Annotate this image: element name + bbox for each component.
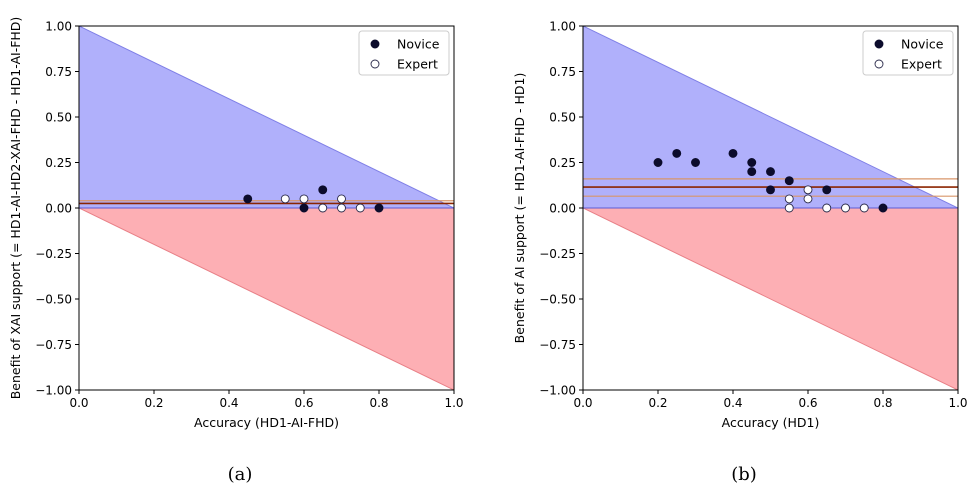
panel-a: 0.0 0.2 0.4 0.6 0.8 1.0 1.00 0.75 0.50 0.25 0.00 −0… [8,17,464,485]
y-tick-label: −1.00 [35,384,72,398]
x-tick-label: 1.0 [948,396,967,410]
novice-point [766,167,775,177]
expert-legend-marker [874,59,884,69]
expert-point [803,185,813,195]
legend-box [862,30,954,76]
novice-legend-marker [370,39,380,49]
expert-point [318,203,328,213]
y-tick-label: 0.00 [45,202,72,216]
y-tick-label: 0.00 [549,202,576,216]
x-tick-label: 0.2 [648,396,667,410]
x-tick-label: 0.4 [723,396,742,410]
expert-point [822,203,832,213]
legend-box [358,30,450,76]
y-tick-label: −0.50 [539,293,576,307]
harm-region [583,207,958,390]
panel-b: 0.0 0.2 0.4 0.6 0.8 1.0 1.00 0.75 0.50 0.25 0.00 −0… [512,20,968,486]
novice-point [691,158,700,167]
novice-point [299,203,309,213]
expert-point [355,203,365,213]
expert-point [337,203,346,213]
expert-point [337,194,346,204]
legend-label: Novice [901,37,944,52]
novice-point [822,185,832,195]
novice-point [784,176,794,186]
x-tick-label: 1.0 [444,396,463,410]
expert-legend-marker [370,59,380,69]
y-tick-label: 0.75 [549,65,576,79]
x-tick-label: 0.2 [144,396,163,410]
y-axis-label: Benefit of XAI support (= HD1-AI-HD2-XAI… [8,17,23,400]
y-tick-label: −0.50 [35,293,72,307]
panel-caption: (a) [228,464,253,485]
x-tick-label: 0.0 [573,396,592,410]
y-tick-label: 0.25 [549,156,576,170]
y-tick-label: 0.50 [45,111,72,125]
y-tick-label: −1.00 [539,384,576,398]
expert-point [280,194,290,204]
novice-point [878,203,888,213]
y-tick-label: 0.50 [549,111,576,125]
novice-point [728,148,738,158]
legend-label: Expert [397,57,438,72]
legend: Novice Expert [358,30,450,76]
y-tick-label: 1.00 [45,20,72,34]
y-tick-label: 1.00 [549,20,576,34]
novice-point [747,167,757,177]
novice-point [374,203,384,213]
y-tick-label: −0.25 [539,247,576,261]
novice-point [243,194,253,204]
expert-point [299,194,309,204]
expert-point [859,203,869,213]
y-tick-label: −0.25 [35,247,72,261]
x-axis-label: Accuracy (HD1-AI-FHD) [194,415,339,430]
expert-point [784,203,794,213]
legend-label: Expert [901,57,942,72]
legend: Novice Expert [862,30,954,76]
x-tick-label: 0.8 [369,396,388,410]
harm-region [79,207,454,390]
x-axis-label: Accuracy (HD1) [722,415,820,430]
x-tick-label: 0.8 [873,396,892,410]
panel-caption: (b) [731,464,757,485]
x-tick-label: 0.4 [219,396,238,410]
novice-point [672,148,682,158]
y-axis-label: Benefit of AI support (= HD1-AI-FHD - HD… [512,73,527,344]
y-tick-label: −0.75 [35,338,72,352]
y-tick-label: 0.75 [45,65,72,79]
expert-point [841,203,850,213]
x-tick-label: 0.0 [69,396,88,410]
x-tick-label: 0.6 [798,396,817,410]
y-tick-label: −0.75 [539,338,576,352]
novice-point [747,158,757,167]
novice-point [766,185,775,195]
x-tick-label: 0.6 [294,396,313,410]
expert-point [784,194,794,204]
legend-label: Novice [397,37,440,52]
y-tick-label: 0.25 [45,156,72,170]
expert-point [803,194,813,204]
novice-legend-marker [874,39,884,49]
novice-point [653,158,663,167]
novice-point [318,185,328,195]
